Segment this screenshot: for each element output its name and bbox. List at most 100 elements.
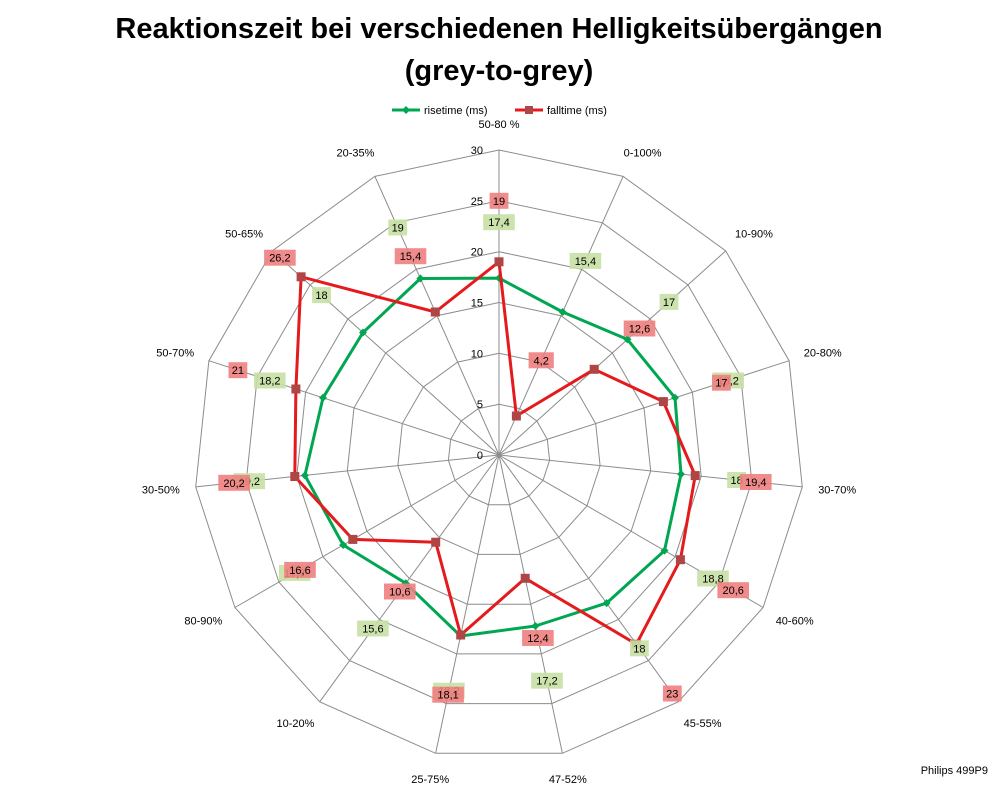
radial-axis-ticks: 0 5 10 15 20 25 30 [471, 145, 483, 462]
legend-marker [402, 106, 410, 114]
data-label: 17 [663, 297, 675, 309]
grid-ring [397, 352, 601, 555]
category-label: 20-35% [336, 148, 374, 160]
point-marker [431, 537, 441, 547]
grid-ring [447, 403, 551, 506]
data-label: 15,4 [575, 256, 596, 268]
data-label-bg [432, 686, 464, 703]
data-label-bg [630, 640, 649, 657]
category-label: 50-70% [156, 348, 194, 360]
point-marker [291, 384, 301, 394]
data-label-bg [659, 293, 679, 310]
radar-grid [195, 149, 803, 754]
data-label: 12,4 [527, 633, 548, 645]
point-marker [558, 308, 567, 316]
data-label: 20,2 [223, 478, 244, 490]
category-label: 50-80 % [479, 119, 520, 131]
data-label: 23 [666, 689, 678, 701]
point-marker [319, 393, 327, 402]
data-label: 15,6 [362, 624, 383, 636]
data-label: 18 [633, 643, 645, 655]
radial-tick-label: 15 [471, 298, 483, 310]
data-label-bg [483, 214, 515, 231]
data-label-bg [284, 561, 316, 578]
credit-text: Philips 499P9 [921, 765, 988, 777]
data-series [290, 257, 700, 649]
category-label: 30-50% [142, 485, 180, 497]
point-marker [658, 397, 668, 407]
category-label: 25-75% [411, 774, 449, 786]
point-marker [602, 599, 611, 608]
grid-spoke [498, 454, 563, 754]
data-label: 17,2 [536, 676, 557, 688]
category-label: 50-65% [225, 229, 263, 241]
category-label: 10-90% [735, 229, 773, 241]
grid-ring [245, 200, 753, 705]
data-label-bg [264, 249, 296, 266]
data-label-bg [228, 362, 248, 379]
data-label-bg [489, 192, 509, 209]
radial-tick-label: 20 [471, 247, 483, 259]
grid-ring [296, 251, 702, 655]
data-label-bg [569, 252, 602, 269]
data-label-bg [394, 248, 427, 265]
point-marker [623, 335, 632, 344]
data-labels: 17,415,41718,21818,81817,218,215,617,719… [218, 192, 772, 703]
radial-tick-label: 25 [471, 196, 483, 208]
category-label: 40-60% [776, 616, 814, 628]
data-label: 19,4 [745, 477, 766, 489]
grid-spoke [498, 454, 679, 703]
point-marker [296, 272, 306, 282]
category-label: 0-100% [624, 148, 662, 160]
data-label: 17 [715, 378, 727, 390]
data-label-bg [357, 620, 389, 637]
category-labels: 50-80 % 0-100% 10-90% 20-80% 30-70% 40-60% 45-… [142, 119, 856, 786]
point-marker [589, 364, 599, 374]
legend-entry: risetime (ms) [424, 105, 488, 117]
grid-spoke [498, 360, 790, 456]
data-label: 15,4 [400, 251, 421, 263]
data-label-bg [384, 583, 416, 600]
data-label-bg [717, 582, 749, 599]
data-label-bg [528, 352, 554, 369]
point-marker [531, 622, 540, 630]
category-label: 30-70% [818, 485, 856, 497]
data-label: 18,2 [259, 376, 280, 388]
data-label: 18 [730, 475, 742, 487]
grid-spoke [498, 176, 624, 456]
legend-entry: falltime (ms) [547, 105, 607, 117]
grid-spoke [234, 454, 500, 608]
data-label: 19 [392, 223, 404, 235]
point-marker [300, 471, 309, 480]
chart-title-line: (grey-to-grey) [405, 55, 594, 87]
point-marker [359, 328, 367, 337]
category-label: 10-20% [276, 718, 314, 730]
chart-title: Reaktionszeit bei verschiedenen Helligke… [115, 13, 882, 87]
legend: risetime (ms) falltime (ms) [392, 105, 607, 117]
series-line [293, 260, 697, 646]
data-label-bg [254, 372, 286, 389]
chart-title-line: Reaktionszeit bei verschiedenen Helligke… [115, 13, 882, 45]
data-label: 21 [232, 365, 244, 377]
data-label-bg [740, 474, 772, 490]
grid-spoke [271, 250, 500, 456]
point-marker [675, 555, 685, 565]
category-label: 45-55% [684, 718, 722, 730]
data-label-bg [388, 219, 408, 236]
data-label-bg [662, 685, 682, 702]
data-label-bg [623, 320, 656, 337]
data-label: 16,6 [289, 565, 310, 577]
point-marker [348, 534, 358, 544]
data-label: 12,6 [629, 324, 650, 336]
series-line [303, 276, 683, 638]
data-label-bg [218, 474, 250, 491]
legend-marker [525, 106, 533, 114]
point-marker [339, 541, 348, 549]
category-label: 47-52% [549, 774, 587, 786]
data-label-bg [522, 630, 554, 646]
grid-spoke [319, 454, 500, 703]
data-label: 19 [493, 196, 505, 208]
grid-spoke [208, 360, 500, 456]
point-marker [494, 257, 504, 267]
